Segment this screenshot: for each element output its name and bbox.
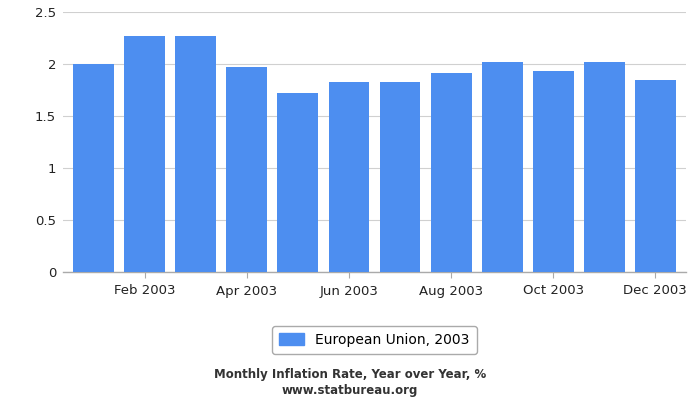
Bar — [533, 71, 574, 272]
Text: Monthly Inflation Rate, Year over Year, %: Monthly Inflation Rate, Year over Year, … — [214, 368, 486, 381]
Bar — [175, 36, 216, 272]
Text: www.statbureau.org: www.statbureau.org — [282, 384, 418, 397]
Bar — [125, 36, 165, 272]
Bar — [328, 82, 370, 272]
Bar — [482, 62, 523, 272]
Bar — [635, 80, 675, 272]
Bar — [74, 64, 114, 272]
Bar — [430, 73, 472, 272]
Bar — [226, 67, 267, 272]
Bar — [277, 93, 318, 272]
Bar — [379, 82, 421, 272]
Bar — [584, 62, 624, 272]
Legend: European Union, 2003: European Union, 2003 — [272, 326, 477, 354]
